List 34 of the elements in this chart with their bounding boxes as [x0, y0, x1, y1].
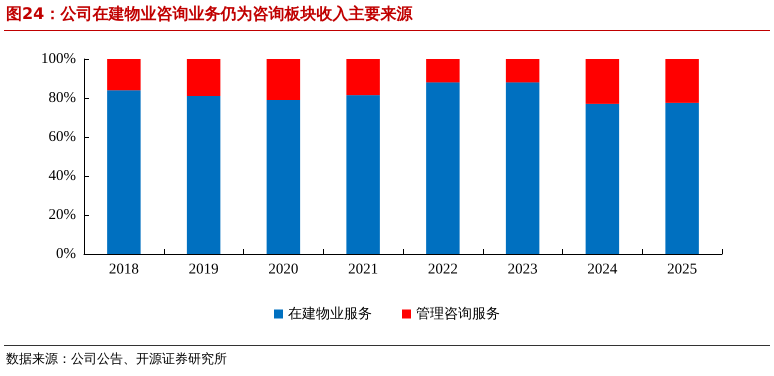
bar — [426, 59, 460, 82]
bar — [107, 90, 141, 254]
legend-label: 在建物业服务 — [288, 306, 372, 322]
x-tick-label: 2020 — [268, 262, 298, 278]
y-tick-label: 80% — [48, 90, 76, 106]
bar — [346, 59, 380, 96]
x-tick-label: 2018 — [108, 262, 139, 278]
bar — [506, 82, 540, 254]
bar — [186, 96, 220, 254]
y-tick-label: 20% — [48, 207, 76, 223]
bar — [266, 100, 300, 254]
source-note: 数据来源：公司公告、开源证券研究所 — [6, 351, 227, 368]
bar — [186, 59, 220, 96]
bar — [426, 82, 460, 254]
y-tick-label: 0% — [56, 246, 76, 262]
x-tick-label: 2019 — [188, 262, 219, 278]
legend-label: 管理咨询服务 — [416, 306, 500, 322]
bar — [665, 59, 699, 103]
y-tick-label: 100% — [41, 51, 76, 67]
chart-title: 图24：公司在建物业咨询业务仍为咨询板块收入主要来源 — [6, 4, 412, 25]
bar — [266, 59, 300, 100]
bar — [346, 95, 380, 254]
bar — [665, 102, 699, 254]
x-tick-label: 2025 — [667, 262, 698, 278]
y-tick-label: 40% — [48, 168, 76, 184]
bar — [107, 59, 141, 90]
bar — [586, 59, 620, 104]
x-tick-label: 2023 — [508, 262, 538, 278]
x-tick-label: 2021 — [348, 262, 378, 278]
bar — [506, 59, 540, 82]
y-tick-label: 60% — [48, 129, 76, 145]
bar — [586, 104, 620, 254]
x-tick-label: 2024 — [587, 262, 618, 278]
x-tick-label: 2022 — [428, 262, 458, 278]
